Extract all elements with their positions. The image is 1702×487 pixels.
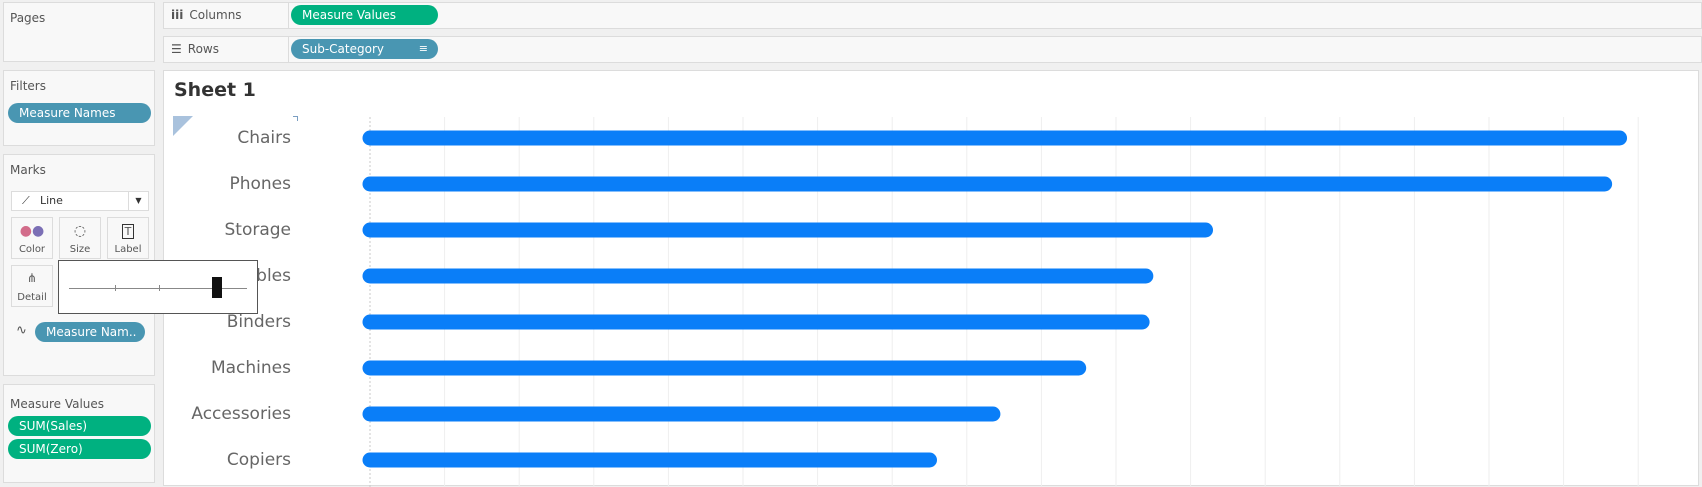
row-label-storage[interactable]: Storage [224, 220, 291, 240]
filters-title: Filters [10, 79, 46, 93]
columns-label: iii Columns [171, 8, 242, 22]
rows-pill-label: Sub-Category [302, 42, 384, 56]
size-slider-thumb[interactable] [211, 277, 222, 298]
label-label: Label [114, 244, 142, 255]
size-label: Size [69, 244, 91, 255]
rows-icon: ☰ [171, 42, 182, 56]
text-icon: T [108, 223, 148, 239]
measure-pill-sum-zero[interactable]: SUM(Zero) [8, 439, 151, 459]
row-label-copiers[interactable]: Copiers [226, 450, 291, 470]
shelf-divider [288, 3, 289, 28]
columns-shelf[interactable]: iii Columns Measure Values [163, 2, 1702, 29]
shelf-divider [288, 37, 289, 62]
row-label-accessories[interactable]: Accessories [191, 404, 291, 424]
detail-button[interactable]: ⋔ Detail [11, 265, 53, 307]
row-label-binders[interactable]: Binders [226, 312, 291, 332]
mark-type-dropdown[interactable]: ⟋ Line ▼ [11, 191, 149, 211]
sort-descending-icon: ≡ [418, 42, 428, 55]
pages-panel[interactable]: Pages [3, 2, 155, 62]
row-label-chairs[interactable]: Chairs [237, 128, 291, 148]
line-icon: ⟋ [22, 194, 30, 207]
color-label: Color [18, 244, 46, 255]
columns-pill-measure-values[interactable]: Measure Values [291, 5, 438, 25]
marks-title: Marks [10, 163, 46, 177]
sheet-view: Sheet 1 Chairs Phones Storage ables Binders M… [163, 70, 1699, 487]
color-icon: ●● [19, 223, 45, 239]
size-button[interactable]: ◌ Size [59, 217, 101, 259]
row-label-machines[interactable]: Machines [210, 358, 291, 378]
measure-pill-sum-sales[interactable]: SUM(Sales) [8, 416, 151, 436]
mark-type-label: Line [40, 194, 63, 207]
path-pill-measure-names[interactable]: Measure Nam.. [35, 322, 145, 342]
bar-chart [362, 117, 1639, 487]
columns-label-text: Columns [189, 8, 242, 22]
label-button[interactable]: T Label [107, 217, 149, 259]
pages-title: Pages [10, 11, 46, 25]
rows-label-text: Rows [187, 42, 219, 56]
chevron-down-icon: ▼ [128, 192, 148, 210]
size-slider-tick [159, 285, 160, 291]
path-line-icon: ∿ [16, 323, 27, 338]
measure-values-title: Measure Values [10, 397, 105, 411]
rows-pill-sub-category[interactable]: Sub-Category ≡ [291, 39, 438, 59]
detail-label: Detail [17, 292, 47, 303]
row-label-phones[interactable]: Phones [229, 174, 291, 194]
sheet-title: Sheet 1 [174, 79, 256, 101]
row-header-corner-icon [173, 116, 193, 136]
detail-icon: ⋔ [26, 271, 38, 285]
header-corner-mark [293, 116, 298, 121]
filters-panel[interactable]: Filters Measure Names [3, 70, 155, 146]
size-slider-tick [115, 285, 116, 291]
rows-label: ☰ Rows [171, 42, 219, 56]
size-slider-track [69, 288, 247, 289]
size-icon: ◌ [73, 223, 87, 239]
measure-values-panel: Measure Values SUM(Sales) SUM(Zero) [3, 384, 155, 483]
size-slider-popup [58, 260, 258, 314]
rows-shelf[interactable]: ☰ Rows Sub-Category ≡ [163, 36, 1702, 63]
filter-pill-measure-names[interactable]: Measure Names [8, 103, 151, 123]
color-button[interactable]: ●● Color [11, 217, 53, 259]
columns-icon: iii [171, 8, 184, 22]
